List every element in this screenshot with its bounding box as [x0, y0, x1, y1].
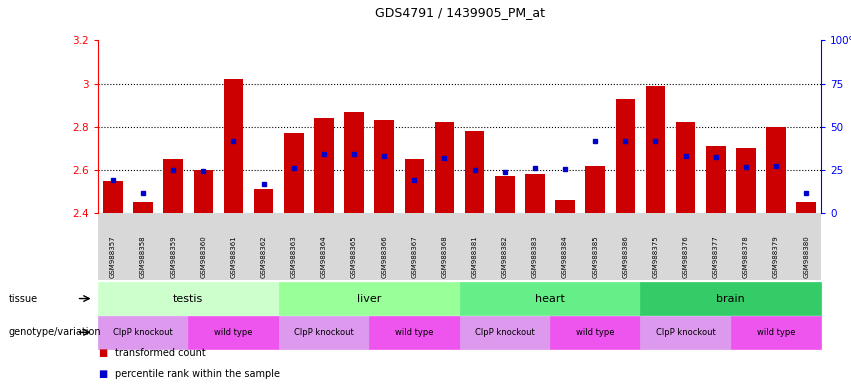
Text: GSM988364: GSM988364	[321, 236, 327, 278]
Bar	[284, 133, 304, 213]
Text: GSM988367: GSM988367	[411, 236, 417, 278]
Bar	[585, 166, 605, 213]
Bar	[615, 99, 635, 213]
Text: GSM988376: GSM988376	[683, 236, 688, 278]
Text: GDS4791 / 1439905_PM_at: GDS4791 / 1439905_PM_at	[374, 6, 545, 19]
Bar	[435, 122, 454, 213]
Text: GSM988359: GSM988359	[170, 236, 176, 278]
Bar	[163, 159, 183, 213]
Text: ClpP knockout: ClpP knockout	[113, 328, 173, 337]
Text: GSM988382: GSM988382	[502, 236, 508, 278]
Bar	[797, 202, 816, 213]
Text: GSM988362: GSM988362	[260, 236, 266, 278]
Text: GSM988361: GSM988361	[231, 236, 237, 278]
Bar	[254, 189, 273, 213]
Text: GSM988386: GSM988386	[622, 236, 628, 278]
Bar	[495, 176, 515, 213]
Text: ClpP knockout: ClpP knockout	[475, 328, 534, 337]
Bar	[525, 174, 545, 213]
Text: testis: testis	[173, 293, 203, 304]
Text: genotype/variation: genotype/variation	[9, 327, 101, 338]
Text: percentile rank within the sample: percentile rank within the sample	[115, 369, 280, 379]
Text: tissue: tissue	[9, 293, 37, 304]
Text: ■: ■	[98, 348, 107, 358]
Text: GSM988358: GSM988358	[140, 236, 146, 278]
Bar	[224, 79, 243, 213]
Text: wild type: wild type	[757, 328, 795, 337]
Text: GSM988365: GSM988365	[351, 236, 357, 278]
Bar	[404, 159, 424, 213]
Bar	[555, 200, 574, 213]
Text: GSM988384: GSM988384	[562, 236, 568, 278]
Text: GSM988375: GSM988375	[653, 236, 659, 278]
Text: wild type: wild type	[576, 328, 614, 337]
Bar	[134, 202, 153, 213]
Text: brain: brain	[717, 293, 745, 304]
Text: GSM988385: GSM988385	[592, 236, 598, 278]
Text: GSM988366: GSM988366	[381, 236, 387, 278]
Text: heart: heart	[535, 293, 565, 304]
Bar	[766, 127, 785, 213]
Text: ClpP knockout: ClpP knockout	[656, 328, 716, 337]
Text: GSM988380: GSM988380	[803, 236, 809, 278]
Text: GSM988381: GSM988381	[471, 236, 477, 278]
Text: ClpP knockout: ClpP knockout	[294, 328, 354, 337]
Text: GSM988357: GSM988357	[110, 236, 116, 278]
Bar	[193, 170, 213, 213]
Bar	[345, 112, 364, 213]
Text: GSM988383: GSM988383	[532, 236, 538, 278]
Text: GSM988378: GSM988378	[743, 236, 749, 278]
Text: wild type: wild type	[214, 328, 253, 337]
Text: ■: ■	[98, 369, 107, 379]
Text: GSM988368: GSM988368	[442, 236, 448, 278]
Text: liver: liver	[357, 293, 381, 304]
Text: wild type: wild type	[395, 328, 433, 337]
Bar	[374, 120, 394, 213]
Text: GSM988379: GSM988379	[773, 236, 779, 278]
Text: GSM988360: GSM988360	[200, 236, 206, 278]
Bar	[103, 181, 123, 213]
Text: GSM988363: GSM988363	[291, 236, 297, 278]
Bar	[465, 131, 484, 213]
Bar	[646, 86, 665, 213]
Text: GSM988377: GSM988377	[713, 236, 719, 278]
Bar	[314, 118, 334, 213]
Bar	[676, 122, 695, 213]
Bar	[736, 148, 756, 213]
Text: transformed count: transformed count	[115, 348, 206, 358]
Bar	[706, 146, 726, 213]
